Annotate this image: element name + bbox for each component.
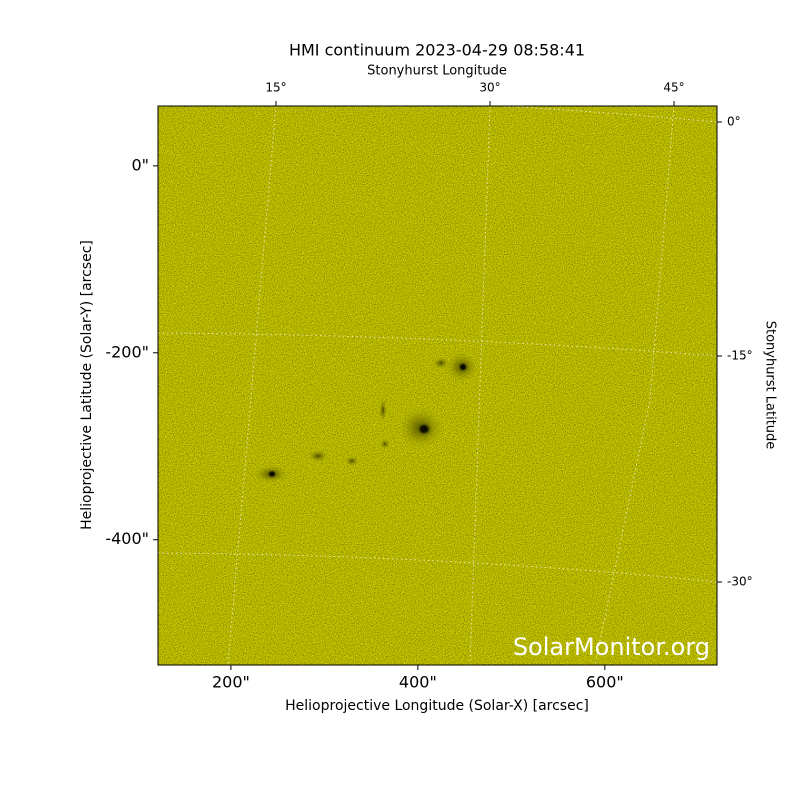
y-tick-label: -400" [105,529,149,548]
y2-tick-label: -30° [727,575,753,589]
chart-title: HMI continuum 2023-04-29 08:58:41 [289,41,585,60]
sunspots [158,106,717,665]
x-tick-label: 400" [399,673,437,692]
image-noise [158,106,717,665]
watermark: SolarMonitor.org [513,633,710,661]
y2-axis-label: Stonyhurst Latitude [763,321,778,450]
y-tick-label: -200" [105,342,149,361]
x-axis-label: Helioprojective Longitude (Solar-X) [arc… [285,698,589,714]
x2-tick-label: 30° [479,81,500,95]
x2-axis-label: Stonyhurst Longitude [367,64,507,79]
x-tick-label: 200" [212,673,250,692]
plot-frame [157,105,718,666]
x2-tick-label: 15° [265,81,286,95]
x-tick-label: 600" [586,673,624,692]
y2-tick-label: 0° [727,115,741,129]
y-tick-label: 0" [131,155,149,174]
x2-tick-label: 45° [663,81,684,95]
y2-tick-label: -15° [727,349,753,363]
y-axis-label: Helioprojective Latitude (Solar-Y) [arcs… [79,240,95,530]
